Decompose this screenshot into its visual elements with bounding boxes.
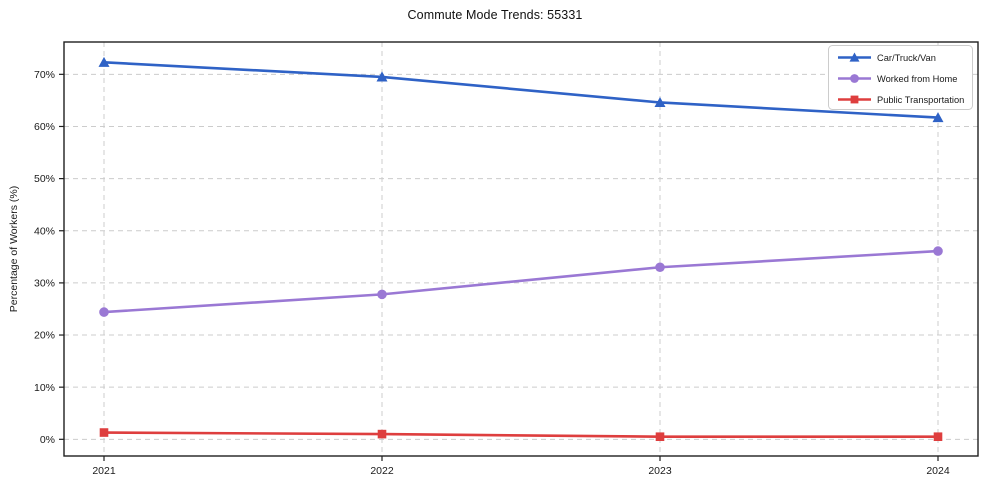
triangle-marker xyxy=(932,112,944,123)
x-tick-label: 2024 xyxy=(926,465,950,477)
legend-label: Worked from Home xyxy=(877,74,957,84)
x-tick-label: 2023 xyxy=(648,465,672,477)
axes: 0% 10% 20% 30% 40% 50% 60% 70% 2021 2022 2023 2024 xyxy=(34,69,950,477)
legend: Car/Truck/Van Worked from Home Public Tran… xyxy=(828,45,973,110)
legend-label: Public Transportation xyxy=(877,95,964,105)
series-worked-from-home xyxy=(99,246,943,317)
series-line xyxy=(102,249,940,314)
triangle-marker xyxy=(849,52,860,62)
chart-title: Commute Mode Trends: 55331 xyxy=(407,8,583,22)
y-tick-label: 50% xyxy=(34,173,55,185)
legend-entry: Public Transportation xyxy=(838,95,964,105)
y-tick-label: 70% xyxy=(34,69,55,81)
y-tick-label: 60% xyxy=(34,121,55,133)
x-tick-label: 2022 xyxy=(370,465,394,477)
y-tick-label: 30% xyxy=(34,277,55,289)
square-marker xyxy=(933,432,943,442)
legend-entry: Car/Truck/Van xyxy=(838,52,936,63)
triangle-marker xyxy=(376,71,388,82)
y-tick-label: 0% xyxy=(40,434,55,446)
series-car-truck-van xyxy=(98,56,944,123)
triangle-marker xyxy=(654,96,666,107)
legend-box xyxy=(828,45,973,110)
x-tick-label: 2021 xyxy=(92,465,116,477)
legend-label: Car/Truck/Van xyxy=(877,53,936,63)
y-tick-label: 40% xyxy=(34,225,55,237)
square-marker xyxy=(655,432,665,442)
series-line xyxy=(102,431,940,439)
y-tick-label: 20% xyxy=(34,330,55,342)
circle-marker xyxy=(933,246,943,256)
circle-marker xyxy=(99,307,109,317)
square-marker xyxy=(99,428,109,437)
square-marker xyxy=(377,429,387,439)
legend-entry: Worked from Home xyxy=(838,74,957,84)
circle-marker xyxy=(655,262,665,273)
series-public-transportation xyxy=(99,428,943,442)
y-tick-label: 10% xyxy=(34,382,55,394)
triangle-marker xyxy=(98,56,110,67)
circle-marker xyxy=(850,74,859,83)
circle-marker xyxy=(377,289,387,300)
series-line xyxy=(102,61,940,119)
square-marker xyxy=(850,95,859,104)
plot-border xyxy=(63,41,979,457)
